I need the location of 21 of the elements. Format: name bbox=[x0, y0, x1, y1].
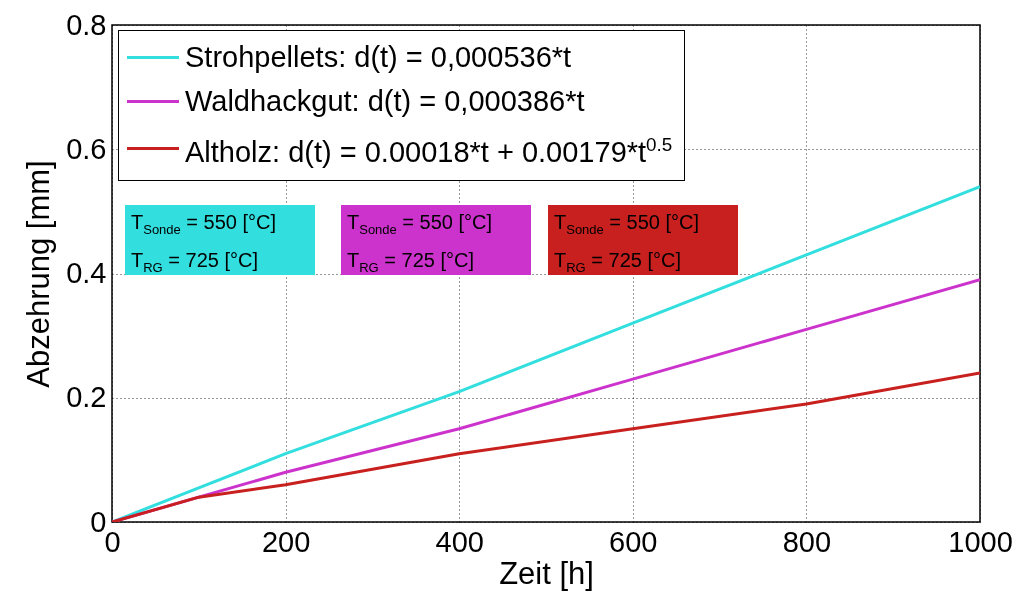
x-tick-label: 1000 bbox=[948, 525, 1013, 558]
annotation: T$_{Sonde}$ = 550 [°C] bbox=[554, 210, 701, 239]
y-tick-label: 0.6 bbox=[66, 132, 107, 165]
y-tick-label: 0.2 bbox=[66, 381, 107, 414]
x-tick-label: 200 bbox=[261, 525, 311, 558]
x-tick-label: 400 bbox=[435, 525, 484, 558]
legend-label: Waldhackgut: d(t) = 0,000386*t bbox=[185, 84, 585, 119]
annotation: T$_{RG}$ = 725 [°C] bbox=[131, 248, 259, 277]
x-tick-label: 600 bbox=[609, 525, 658, 558]
x-axis-title: Zeit [h] bbox=[499, 555, 594, 591]
x-tick-label: 800 bbox=[782, 525, 832, 558]
legend-label: Altholz: d(t) = 0.00018*t + 0.00179*t$^{0.5}$ bbox=[185, 133, 673, 170]
annotation: T$_{RG}$ = 725 [°C] bbox=[347, 248, 475, 277]
y-tick-label: 0 bbox=[90, 505, 107, 538]
annotation: T$_{Sonde}$ = 550 [°C] bbox=[347, 210, 494, 239]
legend-label: Strohpellets: d(t) = 0,000536*t bbox=[185, 40, 572, 75]
y-axis-title: Abzehrung [mm] bbox=[21, 160, 57, 388]
y-tick-label: 0.8 bbox=[66, 8, 107, 41]
annotation: T$_{RG}$ = 725 [°C] bbox=[554, 248, 682, 277]
y-tick-label: 0.4 bbox=[66, 257, 107, 289]
annotation: T$_{Sonde}$ = 550 [°C] bbox=[131, 210, 278, 239]
